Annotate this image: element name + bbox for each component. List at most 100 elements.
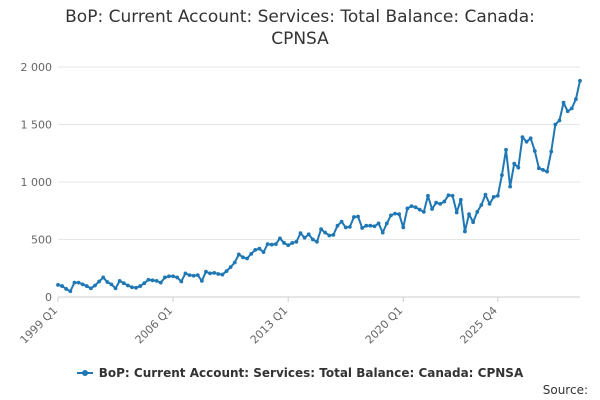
data-point: [327, 233, 332, 238]
data-point: [228, 265, 233, 269]
data-point: [343, 225, 348, 230]
data-point: [508, 184, 513, 189]
data-point: [76, 280, 81, 285]
legend-item[interactable]: BoP: Current Account: Services: Total Ba…: [76, 366, 524, 380]
data-point: [261, 250, 266, 255]
data-point: [286, 243, 291, 248]
data-point: [541, 168, 545, 172]
data-point: [306, 232, 311, 237]
x-tick-label: 2020 Q1: [363, 304, 406, 347]
data-point: [573, 97, 578, 102]
data-point: [487, 201, 492, 206]
x-tick-label: 2025 Q4: [457, 304, 500, 347]
x-tick-label: 2013 Q1: [248, 304, 291, 347]
data-point: [335, 223, 340, 228]
data-point: [191, 273, 196, 278]
data-point: [187, 273, 192, 278]
data-point: [520, 135, 525, 140]
x-tick-label: 2006 Q1: [133, 304, 176, 347]
data-point: [483, 192, 488, 197]
data-point: [93, 283, 97, 288]
data-point: [549, 149, 554, 154]
data-point: [125, 283, 130, 288]
data-point: [97, 279, 102, 284]
data-point: [105, 280, 110, 284]
data-point: [199, 279, 204, 283]
data-point: [249, 251, 254, 256]
data-point: [167, 274, 171, 279]
data-point: [282, 241, 286, 245]
data-point: [331, 233, 336, 237]
data-point: [56, 283, 60, 287]
series-line: [57, 80, 581, 293]
data-point: [528, 136, 533, 141]
data-point: [273, 242, 278, 247]
data-point: [446, 193, 451, 198]
data-point: [561, 100, 566, 105]
chart-title-line-1: BoP: Current Account: Services: Total Ba…: [65, 7, 535, 27]
data-point: [212, 270, 217, 275]
data-point: [434, 200, 439, 205]
data-point: [347, 224, 352, 229]
data-point: [109, 282, 114, 287]
data-point: [491, 195, 496, 199]
data-point: [298, 231, 303, 236]
data-point: [64, 287, 69, 291]
data-point: [565, 109, 570, 114]
data-point: [397, 212, 402, 217]
data-point: [154, 279, 159, 283]
data-point: [569, 106, 574, 111]
data-point: [175, 275, 180, 280]
data-point: [442, 199, 447, 204]
data-point: [290, 241, 295, 245]
y-tick-label: 1 000: [21, 176, 53, 189]
data-point: [265, 242, 270, 247]
data-point: [269, 242, 274, 247]
data-point: [236, 252, 241, 257]
legend-line-marker-icon: [76, 368, 93, 378]
data-point: [463, 229, 467, 234]
data-point: [138, 284, 143, 288]
data-point: [150, 278, 155, 283]
data-point: [475, 210, 480, 214]
data-point: [360, 226, 365, 230]
y-tick-label: 500: [31, 234, 52, 247]
data-point: [409, 204, 414, 209]
data-point: [80, 282, 85, 287]
data-point: [158, 280, 163, 285]
data-point: [171, 274, 175, 279]
data-point: [368, 223, 373, 228]
data-point: [294, 239, 299, 244]
data-point: [253, 247, 258, 252]
data-point: [524, 139, 529, 144]
legend: BoP: Current Account: Services: Total Ba…: [0, 366, 600, 381]
data-point: [134, 285, 138, 290]
data-point: [310, 237, 315, 242]
data-point: [162, 275, 167, 280]
legend-label: BoP: Current Account: Services: Total Ba…: [98, 366, 524, 380]
data-point: [417, 207, 422, 212]
data-point: [146, 277, 151, 282]
y-tick-label: 2 000: [21, 61, 53, 74]
data-point: [88, 286, 93, 291]
data-point: [450, 193, 455, 198]
data-point: [60, 284, 65, 288]
data-point: [393, 211, 397, 216]
data-point: [339, 219, 344, 224]
data-point: [278, 236, 282, 241]
x-tick-label: 1999 Q1: [18, 304, 61, 347]
data-point: [557, 118, 562, 123]
data-point: [220, 272, 225, 277]
data-point: [241, 255, 245, 260]
data-point: [553, 122, 558, 127]
data-point: [302, 235, 307, 240]
data-point: [372, 224, 377, 229]
data-point: [323, 230, 328, 235]
data-point: [101, 275, 106, 280]
data-point: [179, 279, 184, 284]
data-point: [208, 271, 212, 276]
data-point: [204, 269, 208, 274]
data-point: [257, 246, 262, 251]
data-point: [195, 273, 200, 278]
